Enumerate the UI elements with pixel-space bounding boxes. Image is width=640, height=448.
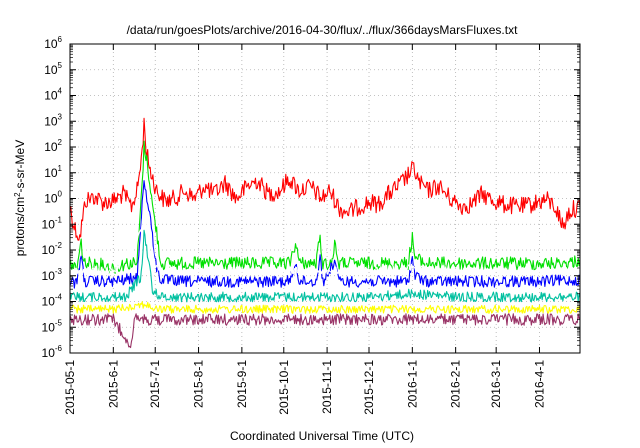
- y-axis-label-superscript: 2: [13, 192, 22, 197]
- y-tick-label: 10-2: [42, 241, 63, 257]
- y-tick-exponent: -4: [55, 293, 63, 302]
- y-tick-exponent: -6: [55, 344, 63, 353]
- y-tick-exponent: 6: [58, 35, 63, 44]
- y-tick-exponent: 0: [58, 190, 63, 199]
- y-tick-label: 102: [44, 138, 62, 154]
- y-tick-base: 10: [44, 63, 58, 77]
- y-axis-label-rest: -s-sr-MeV: [13, 140, 27, 193]
- x-tick-label: 2015-6-1: [106, 360, 120, 408]
- y-tick-base: 10: [42, 243, 56, 257]
- series-line: [69, 301, 581, 314]
- y-tick-base: 10: [42, 295, 56, 309]
- series-layer: [69, 117, 581, 349]
- y-tick-base: 10: [42, 269, 56, 283]
- y-tick-label: 10-1: [42, 215, 63, 231]
- series-line: [69, 140, 581, 274]
- series-line: [69, 202, 581, 276]
- series-line: [69, 180, 581, 289]
- y-tick-base: 10: [44, 140, 58, 154]
- x-tick-label: 2015-10-1: [277, 360, 291, 415]
- axis-ticks: [69, 43, 580, 354]
- y-tick-exponent: 1: [58, 164, 63, 173]
- x-tick-label: 2015-9-1: [235, 360, 249, 408]
- x-tick-label: 2016-4-1: [532, 360, 546, 408]
- y-tick-exponent: 3: [58, 112, 63, 121]
- y-tick-label: 104: [44, 87, 62, 103]
- series-line: [69, 313, 581, 349]
- y-tick-exponent: 2: [58, 138, 63, 147]
- y-tick-base: 10: [42, 320, 56, 334]
- y-tick-label: 10-3: [42, 267, 63, 283]
- y-tick-base: 10: [44, 114, 58, 128]
- x-tick-label: 2016-3-1: [489, 360, 503, 408]
- y-tick-label: 106: [44, 35, 62, 51]
- y-tick-label: 103: [44, 112, 62, 128]
- y-tick-exponent: 5: [58, 61, 63, 70]
- y-tick-base: 10: [44, 192, 58, 206]
- y-tick-base: 10: [44, 166, 58, 180]
- x-tick-label: 2015-05-1: [63, 360, 77, 415]
- y-tick-exponent: 4: [58, 87, 63, 96]
- y-tick-exponent: -5: [55, 318, 63, 327]
- y-tick-base: 10: [44, 37, 58, 51]
- series-line: [69, 117, 581, 241]
- x-tick-label: 2015-11-1: [320, 360, 334, 414]
- y-axis-label: protons/cm2-s-sr-MeV: [13, 140, 28, 256]
- y-tick-label: 105: [44, 61, 62, 77]
- y-tick-base: 10: [42, 346, 56, 360]
- y-tick-label: 100: [44, 190, 62, 206]
- x-tick-label: 2015-7-1: [148, 360, 162, 408]
- y-tick-label: 10-6: [42, 344, 63, 360]
- y-tick-exponent: -3: [55, 267, 63, 276]
- y-tick-exponent: -1: [55, 215, 63, 224]
- series-line: [69, 229, 581, 303]
- y-tick-labels: 10610510410310210110010-110-210-310-410-…: [42, 35, 63, 360]
- x-tick-label: 2015-8-1: [192, 360, 206, 408]
- y-tick-label: 101: [44, 164, 62, 180]
- y-tick-base: 10: [44, 89, 58, 103]
- y-axis-label-base: protons/cm: [13, 197, 27, 256]
- x-tick-label: 2015-12-1: [362, 360, 376, 415]
- x-tick-label: 2016-2-1: [449, 360, 463, 408]
- x-tick-label: 2016-1-1: [405, 360, 419, 408]
- y-tick-label: 10-4: [42, 293, 63, 309]
- chart-title: /data/run/goesPlots/archive/2016-04-30/f…: [127, 23, 519, 37]
- y-tick-label: 10-5: [42, 318, 63, 334]
- x-tick-labels: 2015-05-1 2015-6-1 2015-7-1 2015-8-1 2015-9-…: [63, 360, 546, 415]
- x-axis-label: Coordinated Universal Time (UTC): [230, 429, 414, 443]
- y-tick-base: 10: [42, 217, 56, 231]
- y-tick-exponent: -2: [55, 241, 63, 250]
